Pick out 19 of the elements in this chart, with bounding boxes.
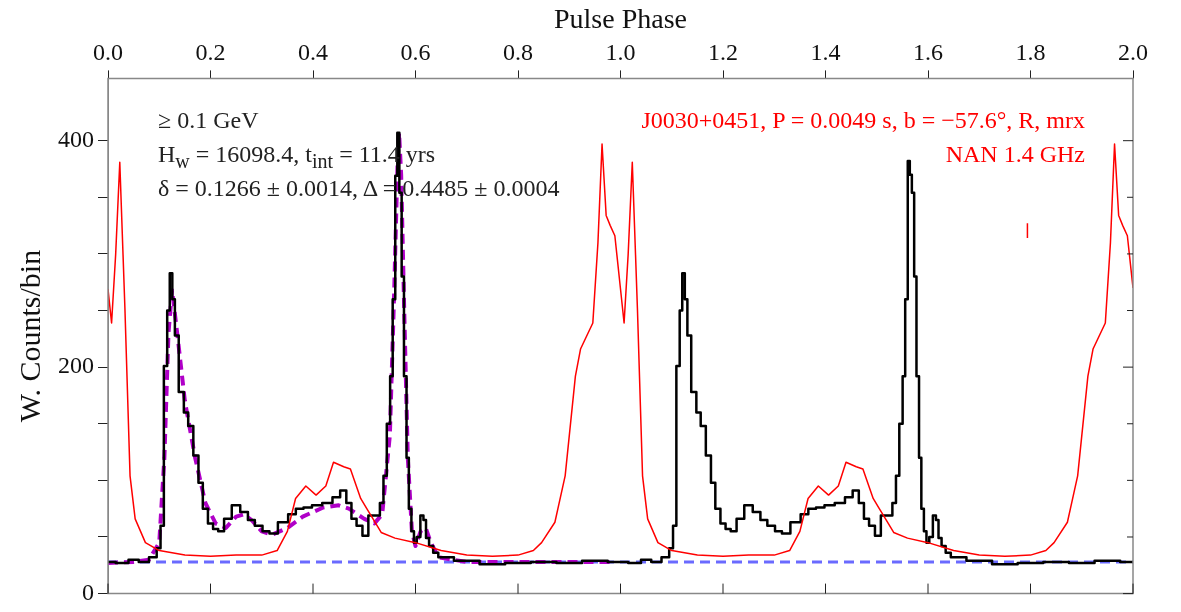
x-tick-label: 0.4 xyxy=(298,39,328,66)
x-tick-label: 1.0 xyxy=(605,39,636,66)
x-tick-label: 0.6 xyxy=(400,39,431,66)
x-tick-label: 0.2 xyxy=(195,39,226,66)
y-tick-label: 200 xyxy=(58,352,94,379)
annotation: ≥ 0.1 GeV xyxy=(158,107,259,134)
y-tick-label: 0 xyxy=(82,578,94,605)
y-axis-title: W. Counts/bin xyxy=(12,249,46,423)
x-tick-label: 0.0 xyxy=(93,39,123,66)
x-tick-label: 1.2 xyxy=(708,39,738,66)
y-tick-label: 400 xyxy=(58,125,94,152)
annotation: NAN 1.4 GHz xyxy=(945,141,1085,168)
x-tick-label: 1.8 xyxy=(1015,39,1046,66)
annotation: J0030+0451, P = 0.0049 s, b = −57.6°, R, mrx xyxy=(641,107,1085,134)
x-tick-label: 1.6 xyxy=(913,39,943,66)
x-tick-label: 0.8 xyxy=(503,39,533,66)
x-axis-title: Pulse Phase xyxy=(554,3,687,35)
x-tick-label: 1.4 xyxy=(810,39,841,66)
x-tick-label: 2.0 xyxy=(1118,39,1148,66)
